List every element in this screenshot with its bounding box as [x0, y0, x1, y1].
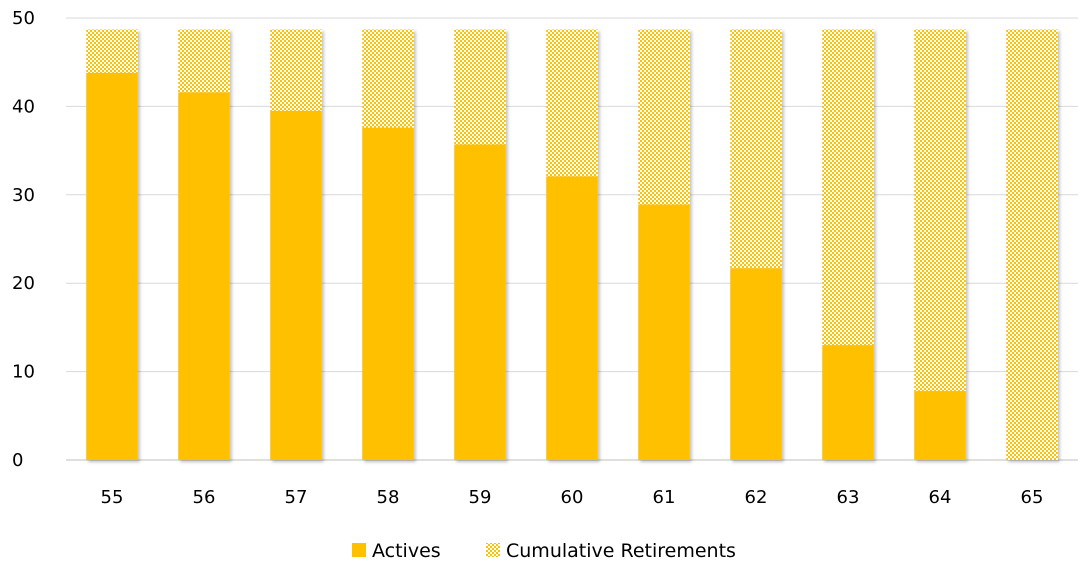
y-tick-label: 30 — [12, 185, 35, 206]
x-tick-label: 56 — [193, 487, 216, 508]
bar-cumulative-retirements — [86, 29, 138, 73]
x-tick-label: 65 — [1021, 487, 1044, 508]
legend-cumulative-retirements: Cumulative Retirements — [486, 540, 736, 562]
legend-label: Cumulative Retirements — [506, 540, 736, 562]
y-axis-tick-labels: 0 10 20 30 40 50 — [12, 8, 35, 471]
bar-cumulative-retirements — [546, 29, 598, 177]
x-tick-label: 63 — [837, 487, 860, 508]
y-tick-label: 20 — [12, 273, 35, 294]
bar-cumulative-retirements — [178, 29, 230, 93]
bar-stack-56 — [178, 29, 230, 461]
bar-stack-55 — [86, 29, 138, 461]
x-tick-label: 64 — [929, 487, 952, 508]
bar-actives — [178, 92, 230, 461]
x-tick-label: 62 — [745, 487, 768, 508]
bar-stack-64 — [914, 29, 966, 460]
x-tick-label: 57 — [285, 487, 308, 508]
bar-actives — [454, 144, 506, 461]
bar-actives — [914, 391, 966, 460]
bar-actives — [730, 268, 782, 460]
legend-label: Actives — [372, 540, 441, 562]
bar-cumulative-retirements — [914, 29, 966, 392]
legend-swatch — [486, 543, 500, 557]
x-tick-label: 58 — [377, 487, 400, 508]
bars — [86, 29, 1058, 461]
bar-actives — [546, 176, 598, 460]
bar-stack-62 — [730, 29, 782, 460]
x-tick-label: 59 — [469, 487, 492, 508]
y-tick-label: 10 — [12, 362, 35, 383]
bar-stack-63 — [822, 29, 874, 460]
bar-stack-57 — [270, 29, 322, 460]
bar-cumulative-retirements — [362, 29, 414, 128]
bar-stack-59 — [454, 29, 506, 461]
bar-stack-65 — [1006, 29, 1058, 460]
legend-swatch — [352, 543, 366, 557]
bar-actives — [362, 127, 414, 460]
bar-stack-61 — [638, 29, 690, 460]
y-tick-label: 0 — [12, 450, 23, 471]
bar-cumulative-retirements — [822, 29, 874, 346]
x-tick-label: 61 — [653, 487, 676, 508]
x-tick-label: 60 — [561, 487, 584, 508]
bar-actives — [822, 345, 874, 460]
x-tick-label: 55 — [101, 487, 124, 508]
x-axis-tick-labels: 55 56 57 58 59 60 61 62 63 64 65 — [101, 487, 1044, 508]
bar-cumulative-retirements — [638, 29, 690, 205]
bar-actives — [270, 110, 322, 460]
legend-actives: Actives — [352, 540, 441, 562]
bar-cumulative-retirements — [1006, 29, 1058, 460]
bar-stack-58 — [362, 29, 414, 460]
bar-cumulative-retirements — [730, 29, 782, 269]
bar-actives — [86, 72, 138, 461]
y-tick-label: 50 — [12, 8, 35, 29]
y-tick-label: 40 — [12, 96, 35, 117]
bar-stack-60 — [546, 29, 598, 460]
bar-cumulative-retirements — [270, 29, 322, 111]
legend: Actives Cumulative Retirements — [352, 540, 736, 562]
bar-cumulative-retirements — [454, 29, 506, 145]
bar-actives — [638, 204, 690, 460]
